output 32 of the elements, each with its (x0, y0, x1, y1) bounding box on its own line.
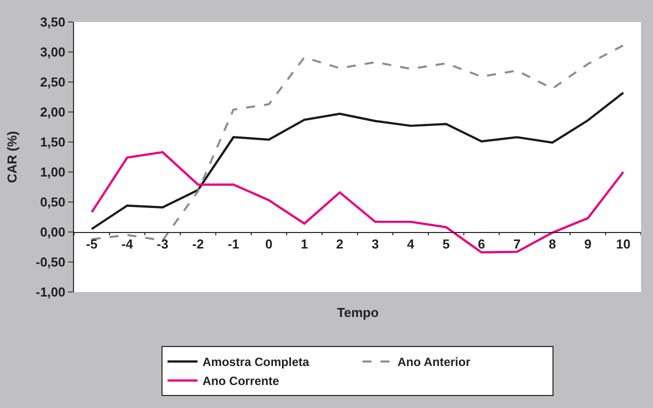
x-tick-label: 7 (513, 236, 521, 252)
x-tick-label: -4 (121, 236, 134, 252)
x-tick-label: 0 (265, 236, 273, 252)
x-tick-label: 4 (407, 236, 416, 252)
y-tick-label: -1,00 (36, 284, 66, 300)
y-tick-label: 1,50 (40, 134, 66, 150)
y-tick-label: 2,50 (40, 74, 66, 90)
x-tick-label: -2 (192, 236, 204, 252)
x-tick-label: 6 (478, 236, 486, 252)
y-tick-label: -0,50 (36, 254, 66, 270)
x-tick-label: 2 (336, 236, 344, 252)
x-tick-label: 3 (372, 236, 379, 252)
legend-label: Ano Corrente (202, 374, 280, 388)
y-axis-title: CAR (%) (4, 131, 20, 183)
x-tick-label: 9 (584, 236, 592, 252)
x-tick-label: 8 (548, 236, 556, 252)
legend-label: Ano Anterior (398, 355, 471, 370)
line-series (90, 92, 624, 230)
y-tick-label: 3,00 (40, 44, 66, 60)
x-tick-label: 1 (300, 236, 308, 252)
y-tick-label: 2,00 (40, 104, 66, 120)
x-axis-title: Tempo (337, 305, 379, 320)
x-tick-label: 5 (442, 236, 450, 252)
y-tick-label: 0,50 (40, 194, 66, 210)
legend-label: Amostra Completa (202, 355, 310, 370)
y-tick-label: 0,00 (40, 224, 66, 240)
x-tick-label: 10 (616, 236, 631, 252)
x-tick-label: -3 (156, 236, 168, 252)
y-tick-label: 3,50 (40, 14, 66, 30)
x-tick-label: -5 (86, 236, 98, 252)
y-tick-label: 1,00 (40, 164, 66, 180)
x-tick-label: -1 (228, 236, 240, 252)
